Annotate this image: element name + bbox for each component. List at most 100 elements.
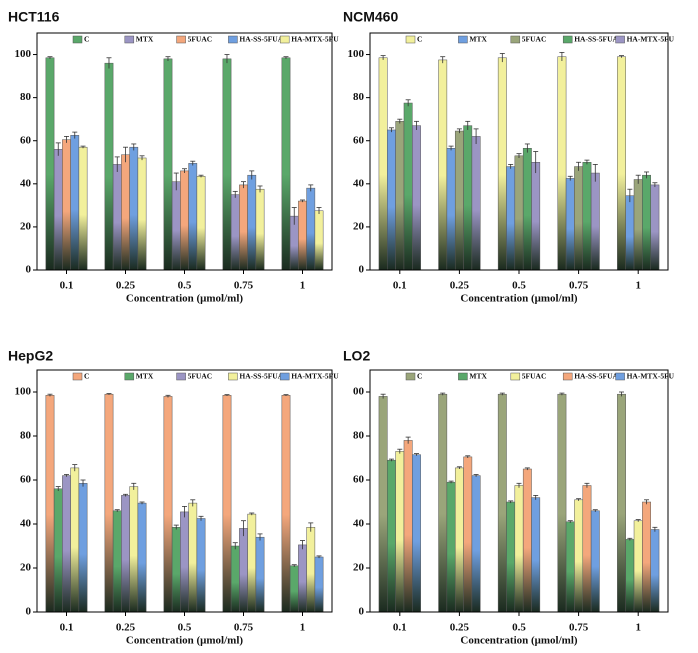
error-bar [316, 207, 322, 214]
bar [137, 157, 147, 271]
legend-label: 5FUAC [188, 372, 213, 381]
bar [574, 166, 584, 271]
bar [45, 57, 55, 271]
bar [230, 194, 240, 271]
legend-swatch [510, 35, 521, 44]
error-bar [106, 393, 112, 395]
error-bar [448, 480, 454, 484]
bar [531, 162, 541, 271]
plot-frame [36, 369, 333, 613]
y-tick-label: 100 [348, 48, 365, 60]
y-tick-label: 0 [26, 264, 32, 276]
legend-label: HA-SS-5FUAC [574, 372, 623, 381]
bar [531, 497, 541, 613]
y-tick-label: 20 [20, 220, 32, 232]
error-bar [257, 533, 263, 541]
error-bar [123, 493, 128, 497]
bar [446, 148, 456, 271]
legend-swatch [176, 35, 186, 44]
bar [281, 395, 291, 613]
bar [633, 520, 643, 613]
error-bar [316, 555, 322, 559]
legend-label: MTX [469, 35, 487, 44]
legend-swatch [279, 35, 290, 44]
error-bar [114, 156, 120, 172]
bar [378, 57, 388, 271]
error-bar [388, 458, 394, 462]
error-bar [592, 164, 598, 182]
bar [463, 125, 473, 271]
y-tick-label: 60 [353, 474, 365, 486]
bar [306, 187, 316, 271]
legend-label: C [84, 372, 89, 381]
bar [565, 178, 575, 271]
error-bar [308, 184, 314, 192]
error-bar [291, 207, 297, 225]
y-tick-label: 80 [20, 430, 32, 442]
error-bar [249, 170, 255, 180]
bar [298, 200, 307, 271]
x-tick-label: 0.5 [178, 280, 192, 292]
chart-title: NCM460 [343, 9, 398, 25]
legend-swatch [228, 372, 238, 381]
bar [438, 393, 448, 613]
bar [171, 181, 181, 271]
error-bar [72, 464, 78, 472]
plot-frame [36, 32, 333, 271]
legend-label: C [417, 35, 422, 44]
bar [112, 164, 122, 271]
bar [403, 102, 413, 271]
bar [230, 545, 240, 613]
error-bar [291, 564, 297, 567]
error-bar [198, 515, 204, 521]
error-bar [308, 522, 314, 532]
x-tick-label: 0.1 [60, 280, 74, 292]
error-bar [440, 56, 446, 64]
bar [590, 510, 600, 613]
error-bar [584, 159, 590, 165]
error-bar [198, 174, 204, 178]
y-tick-label: 60 [20, 134, 32, 146]
error-bar [405, 436, 411, 444]
bar [617, 393, 626, 613]
bar [378, 396, 388, 613]
legend-label: HA-SS-5FUAC [239, 372, 288, 381]
bar [137, 502, 147, 613]
bar [557, 56, 567, 271]
error-bar [533, 151, 539, 174]
x-tick-label: 0.1 [393, 280, 407, 292]
error-bar [635, 519, 641, 522]
y-tick-label: 60 [20, 474, 32, 486]
error-bar [559, 51, 565, 62]
bar [222, 58, 232, 271]
error-bar [47, 56, 53, 59]
x-tick-label: 1 [300, 622, 306, 634]
bar [395, 121, 405, 271]
bar [514, 155, 524, 271]
error-bar [473, 128, 479, 144]
bar [522, 148, 532, 271]
error-bar [592, 509, 598, 512]
error-bar [380, 55, 386, 60]
bar [298, 544, 307, 613]
error-bar [139, 155, 145, 161]
bar [471, 475, 481, 613]
x-tick-label: 1 [300, 280, 306, 292]
error-bar [644, 171, 650, 179]
bar [112, 510, 122, 613]
bar [239, 184, 248, 271]
bar [506, 166, 516, 271]
bar [62, 139, 71, 271]
y-tick-label: 80 [20, 91, 32, 103]
bar [625, 539, 635, 613]
y-tick-label: 20 [20, 562, 32, 574]
x-tick-label: 1 [635, 280, 641, 292]
x-tick-label: 0.75 [234, 280, 254, 292]
error-bar [380, 393, 386, 399]
error-bar [72, 131, 78, 139]
bar [574, 499, 584, 613]
bar [104, 393, 114, 613]
legend-label: MTX [136, 35, 154, 44]
y-tick-label: 20 [353, 562, 365, 574]
x-tick-label: 0.75 [234, 622, 254, 634]
